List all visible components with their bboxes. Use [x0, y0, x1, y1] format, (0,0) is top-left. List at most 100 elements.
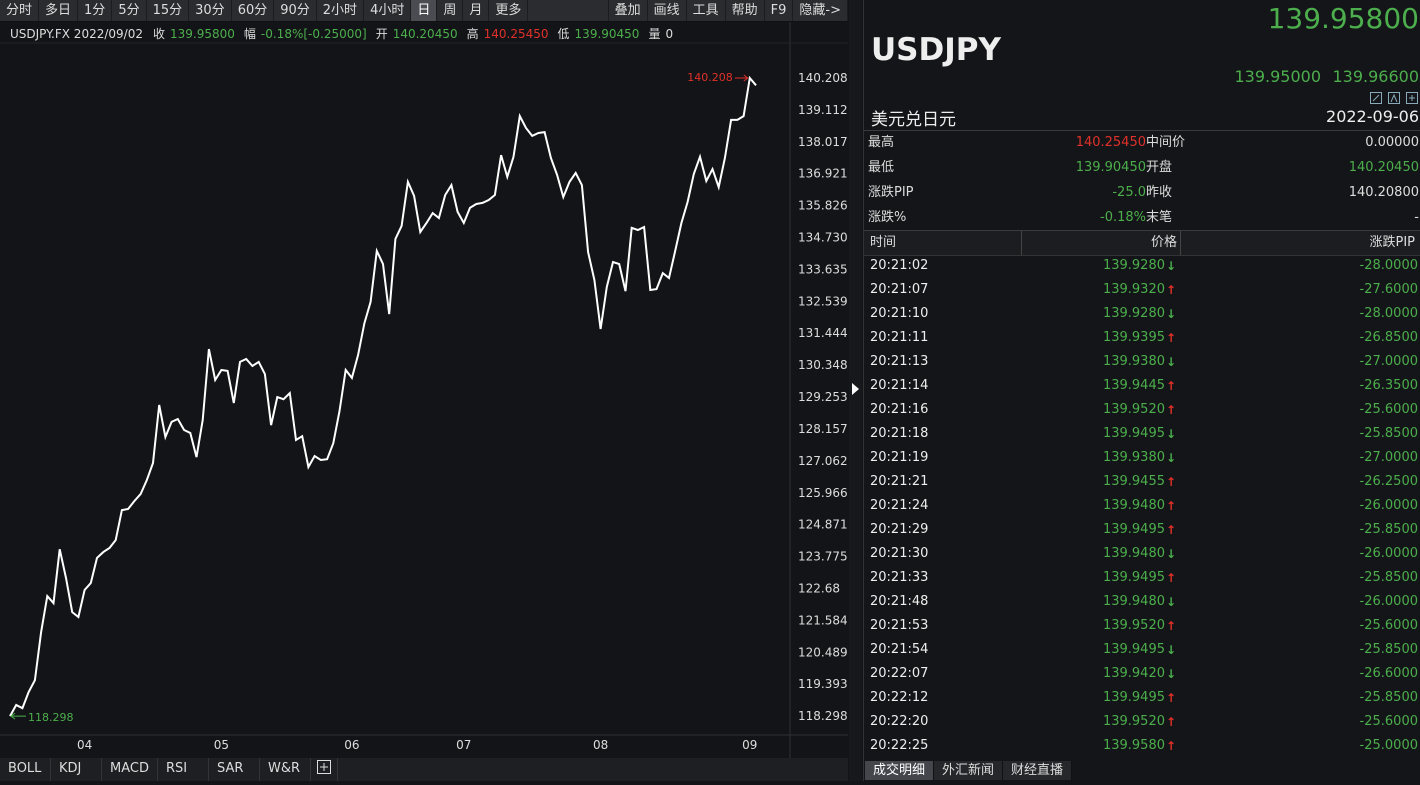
stat-label: 开盘: [1146, 160, 1173, 175]
period-button[interactable]: 5分: [112, 0, 147, 21]
trade-time: 20:22:25: [870, 738, 929, 753]
trade-arrow: ↑: [1165, 283, 1176, 297]
collapse-arrow[interactable]: [849, 0, 862, 781]
trade-time: 20:21:29: [870, 522, 929, 537]
trade-price: 139.9320: [1102, 282, 1165, 297]
period-button[interactable]: 15分: [147, 0, 190, 21]
trade-time: 20:21:07: [870, 282, 929, 297]
bid: 139.95000: [1234, 67, 1321, 86]
trade-price: 139.9480: [1102, 546, 1165, 561]
trade-arrow: ↓: [1165, 451, 1176, 465]
tool-button[interactable]: F9: [765, 0, 794, 21]
quote-label: 量: [648, 27, 661, 41]
x-tick-label: 05: [214, 738, 229, 752]
stat-value: 139.90450: [1075, 160, 1146, 175]
chart: 118.298 119.3935 120.489 121.5845 122.68 123.…: [0, 22, 848, 758]
trade-arrow: ↓: [1165, 547, 1176, 561]
period-button[interactable]: 30分: [189, 0, 232, 21]
period-button[interactable]: 60分: [232, 0, 275, 21]
trade-time: 20:21:18: [870, 426, 929, 441]
trade-price: 139.9580: [1102, 738, 1165, 753]
trade-price: 139.9380: [1102, 450, 1165, 465]
name: 美元兑日元: [871, 110, 956, 130]
trade-row: 20:21:48 139.9480 ↓ -26.0000: [864, 590, 1420, 614]
tool-button[interactable]: 隐藏->: [793, 0, 848, 21]
trade-price: 139.9495: [1102, 426, 1165, 441]
y-tick-label: 140.208: [798, 71, 848, 85]
x-tick-label: 06: [344, 738, 359, 752]
panel-divider: [849, 0, 862, 781]
trade-time: 20:21:24: [870, 498, 929, 513]
indicator-tab[interactable]: RSI: [158, 758, 209, 781]
trade-row: 20:21:24 139.9480 ↑ -26.0000: [864, 494, 1420, 518]
trade-row: 20:21:11 139.9395 ↑ -26.8500: [864, 326, 1420, 350]
y-tick-label: 134.7305: [798, 231, 848, 245]
period-button[interactable]: 4小时: [364, 0, 412, 21]
trade-time: 20:21:54: [870, 642, 929, 657]
trade-price: 139.9520: [1102, 402, 1165, 417]
trade-row: 20:21:16 139.9520 ↑ -25.6000: [864, 398, 1420, 422]
header-cell: 涨跌PIP: [1180, 231, 1415, 255]
trade-arrow: ↑: [1165, 403, 1176, 417]
trade-time: 20:22:20: [870, 714, 929, 729]
trade-pip: -26.0000: [1359, 546, 1418, 561]
panel-icons[interactable]: [1369, 90, 1419, 109]
tool-button[interactable]: 工具: [687, 0, 726, 21]
high-arrow: [734, 74, 749, 82]
stat-row: 涨跌% -0.18% 末笔 -: [864, 206, 1420, 230]
indicator-tab[interactable]: MACD: [102, 758, 158, 781]
trade-time: 20:21:13: [870, 354, 929, 369]
period-button[interactable]: 日: [411, 0, 438, 21]
period-button[interactable]: 90分: [274, 0, 317, 21]
tool-button[interactable]: 帮助: [726, 0, 765, 21]
separator: [864, 230, 1420, 231]
y-tick-label: 135.826: [798, 199, 848, 213]
trade-row: 20:21:19 139.9380 ↓ -27.0000: [864, 446, 1420, 470]
trade-time: 20:21:48: [870, 594, 929, 609]
tool-button[interactable]: 叠加: [609, 0, 648, 21]
trade-price: 139.9380: [1102, 354, 1165, 369]
tool-button[interactable]: 画线: [648, 0, 687, 21]
trade-arrow: ↓: [1165, 427, 1176, 441]
period-button[interactable]: 1分: [78, 0, 113, 21]
quote-label: 低: [557, 27, 570, 41]
period-button[interactable]: 周: [437, 0, 464, 21]
stat-row: 最低 139.90450 开盘 140.20450: [864, 156, 1420, 180]
period-button[interactable]: 月: [463, 0, 490, 21]
period-button[interactable]: 更多: [489, 0, 529, 21]
y-tick-label: 120.489: [798, 645, 848, 659]
trade-price: 139.9520: [1102, 618, 1165, 633]
table-header: 时间 价格 涨跌PIP: [864, 231, 1420, 256]
bottom-tab[interactable]: 财经直播: [1003, 761, 1073, 780]
trade-row: 20:21:13 139.9380 ↓ -27.0000: [864, 350, 1420, 374]
trade-row: 20:21:53 139.9520 ↑ -25.6000: [864, 614, 1420, 638]
y-tick-label: 122.68: [798, 581, 840, 595]
stat-label: 最低: [868, 160, 895, 175]
trade-pip: -27.6000: [1359, 282, 1418, 297]
low-label: 118.298: [28, 711, 74, 724]
trade-arrow: ↑: [1165, 523, 1176, 537]
indicator-tab[interactable]: SAR: [209, 758, 260, 781]
y-tick-label: 133.635: [798, 262, 848, 276]
add-indicator[interactable]: [311, 758, 338, 781]
bottom-tab[interactable]: 成交明细: [865, 761, 935, 780]
stat-row: 最高 140.25450 中间价 0.00000: [864, 131, 1420, 155]
trade-arrow: ↑: [1165, 739, 1176, 753]
period-button[interactable]: 2小时: [317, 0, 365, 21]
x-tick-label: 09: [742, 738, 757, 752]
separator: [864, 130, 1420, 131]
trade-pip: -25.6000: [1359, 714, 1418, 729]
trade-time: 20:22:07: [870, 666, 929, 681]
trade-pip: -25.6000: [1359, 618, 1418, 633]
trade-price: 139.9495: [1102, 522, 1165, 537]
period-button[interactable]: 分时: [0, 0, 40, 21]
trade-time: 20:21:14: [870, 378, 929, 393]
indicator-tab[interactable]: KDJ: [51, 758, 102, 781]
indicator-tab[interactable]: BOLL: [0, 758, 51, 781]
trade-row: 20:22:25 139.9580 ↑ -25.0000: [864, 734, 1420, 758]
bottom-tab[interactable]: 外汇新闻: [934, 761, 1004, 780]
period-button[interactable]: 多日: [39, 0, 79, 21]
icons[interactable]: [1369, 91, 1419, 105]
indicator-tab[interactable]: W&R: [260, 758, 311, 781]
